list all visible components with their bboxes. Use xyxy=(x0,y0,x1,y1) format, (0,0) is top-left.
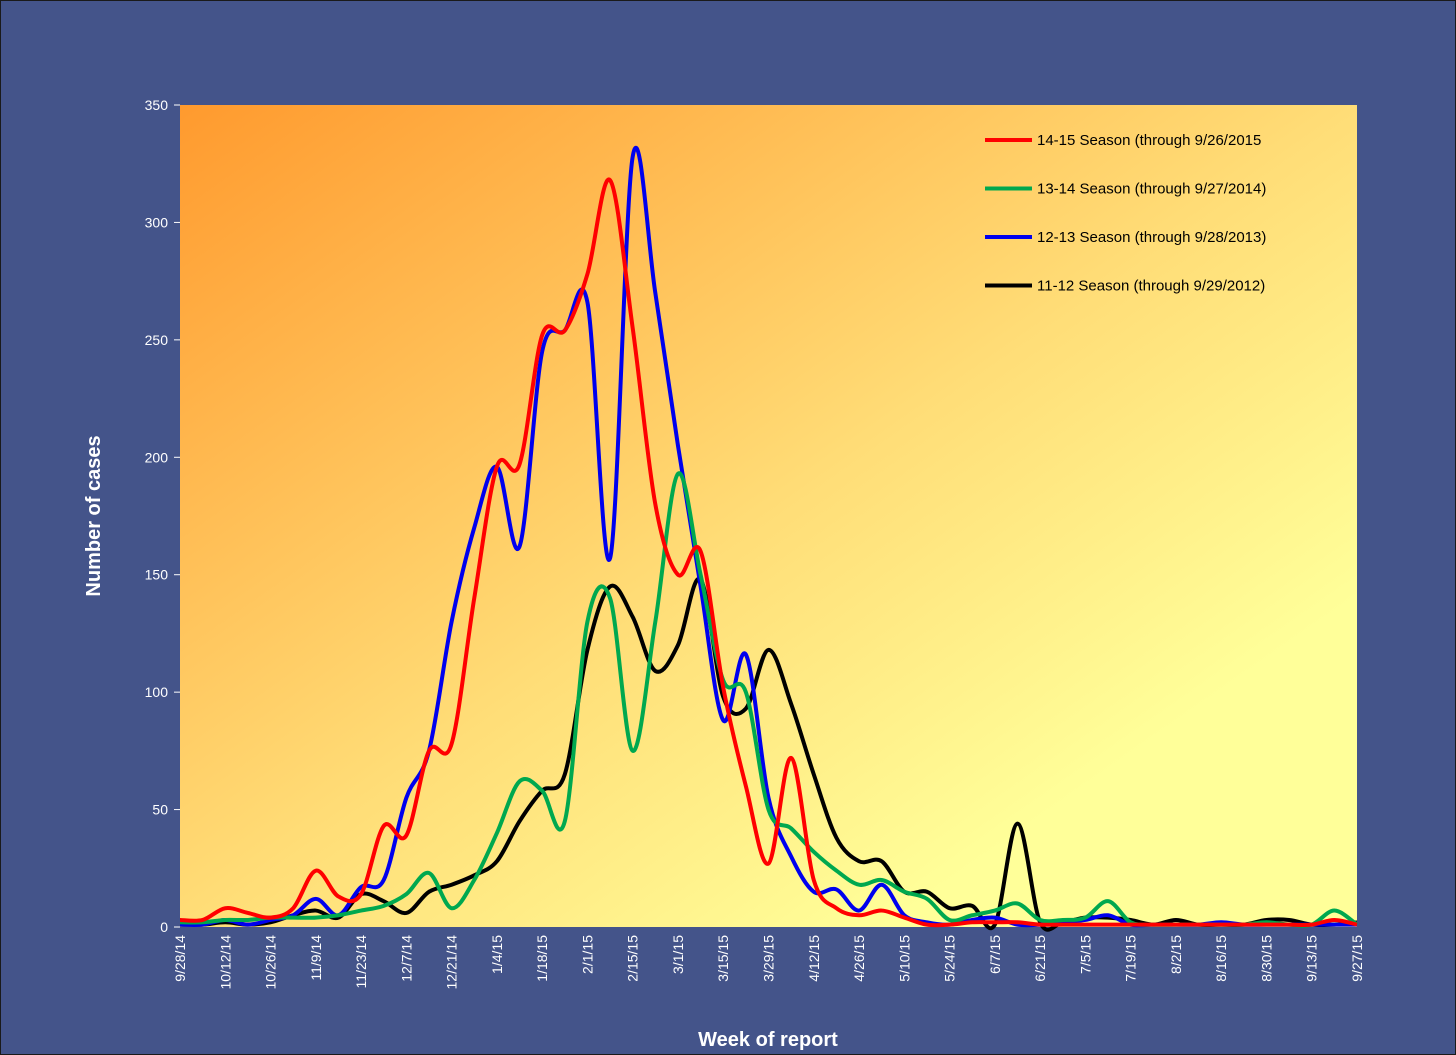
x-tick-label: 6/21/15 xyxy=(1032,935,1048,982)
legend-text: 13-14 Season (through 9/27/2014) xyxy=(1037,181,1266,198)
series-line xyxy=(179,177,1358,928)
x-tick-label: 1/18/15 xyxy=(534,935,550,982)
x-tick-label: 12/7/14 xyxy=(398,935,414,982)
x-tick-label: 11/23/14 xyxy=(353,935,369,989)
legend-text: 14-15 Season (through 9/26/2015 xyxy=(1037,132,1261,149)
y-tick-label: 0 xyxy=(160,919,168,935)
x-tick-label: 9/28/14 xyxy=(172,935,188,982)
x-tick-label: 9/27/15 xyxy=(1349,935,1365,982)
y-tick-label: 100 xyxy=(145,684,169,700)
y-tick-label: 200 xyxy=(145,449,169,465)
x-tick-label: 11/9/14 xyxy=(308,935,324,981)
x-tick-label: 7/5/15 xyxy=(1077,935,1093,974)
x-tick-label: 3/29/15 xyxy=(761,935,777,982)
x-tick-label: 8/2/15 xyxy=(1168,935,1184,974)
x-tick-label: 2/1/15 xyxy=(579,935,595,974)
x-tick-label: 5/24/15 xyxy=(942,935,958,982)
x-tick-label: 5/10/15 xyxy=(896,935,912,982)
x-tick-label: 1/4/15 xyxy=(489,935,505,974)
x-tick-label: 9/13/15 xyxy=(1304,935,1320,982)
legend-text: 11-12 Season (through 9/29/2012) xyxy=(1037,278,1265,295)
x-tick-label: 4/26/15 xyxy=(851,935,867,982)
y-tick-label: 300 xyxy=(145,214,169,230)
y-axis-title: Number of cases xyxy=(83,435,105,596)
y-tick-label: 250 xyxy=(145,332,169,348)
x-tick-label: 7/19/15 xyxy=(1123,935,1139,982)
y-tick-label: 350 xyxy=(145,97,169,113)
x-tick-label: 10/26/14 xyxy=(263,935,279,990)
x-tick-label: 8/16/15 xyxy=(1213,935,1229,982)
x-tick-label: 3/1/15 xyxy=(670,935,686,974)
x-tick-label: 8/30/15 xyxy=(1258,935,1274,982)
x-tick-label: 10/12/14 xyxy=(217,935,233,990)
x-tick-label: 2/15/15 xyxy=(625,935,641,982)
x-axis-title: Week of report xyxy=(698,1029,838,1051)
x-tick-label: 6/7/15 xyxy=(987,935,1003,974)
x-tick-label: 12/21/14 xyxy=(444,935,460,990)
x-tick-label: 3/15/15 xyxy=(715,935,731,982)
x-tick-label: 4/12/15 xyxy=(806,935,822,982)
y-tick-label: 50 xyxy=(152,802,168,818)
legend-text: 12-13 Season (through 9/28/2013) xyxy=(1037,229,1266,246)
y-tick-label: 150 xyxy=(145,567,169,583)
